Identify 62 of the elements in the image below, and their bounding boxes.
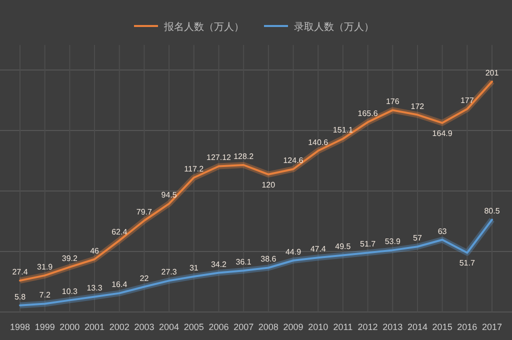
data-label: 63	[438, 226, 448, 236]
x-tick-label: 2014	[407, 322, 428, 332]
legend-label: 报名人数（万人）	[163, 21, 244, 33]
data-label: 127.12	[206, 153, 232, 162]
x-tick-label: 2005	[184, 322, 204, 332]
data-label: 27.3	[161, 268, 178, 277]
data-label: 51.7	[360, 240, 376, 249]
data-label: 201	[485, 68, 500, 78]
x-tick-label: 2015	[432, 322, 452, 332]
data-label: 165.6	[358, 109, 378, 118]
x-tick-label: 2008	[258, 322, 278, 332]
x-tick-label: 1999	[34, 322, 55, 332]
data-label: 177	[460, 96, 474, 106]
data-label: 53.9	[384, 237, 401, 246]
x-tick-label: 2009	[283, 322, 304, 332]
x-tick-label: 1998	[10, 322, 30, 332]
data-label: 172	[410, 102, 425, 111]
legend-label: 录取人数（万人）	[294, 22, 374, 33]
data-label: 13.3	[86, 284, 103, 293]
data-label: 34.2	[210, 260, 228, 269]
x-tick-label: 2004	[159, 322, 180, 332]
data-label: 47.4	[310, 244, 326, 254]
data-label: 57	[413, 234, 422, 243]
data-label: 128.2	[234, 152, 254, 161]
data-label: 124.6	[283, 156, 304, 166]
data-label: 22	[140, 274, 150, 283]
data-label: 27.4	[12, 268, 28, 277]
x-tick-label: 2002	[109, 322, 130, 332]
data-label: 49.5	[335, 242, 352, 252]
data-label: 164.9	[432, 128, 453, 138]
x-tick-label: 2017	[482, 322, 502, 332]
data-label: 94.5	[161, 190, 178, 200]
x-tick-label: 2003	[134, 322, 154, 332]
data-label: 120	[262, 180, 276, 190]
x-tick-label: 2007	[234, 322, 254, 332]
x-tick-label: 2011	[333, 322, 353, 332]
data-label: 36.1	[236, 258, 252, 267]
data-label: 44.9	[285, 248, 302, 257]
data-label: 5.8	[14, 292, 26, 302]
data-label: 7.2	[39, 290, 51, 300]
data-label: 151.1	[332, 126, 354, 135]
data-label: 140.6	[308, 138, 329, 147]
data-label: 46	[90, 246, 100, 256]
data-label: 39.2	[62, 254, 78, 264]
data-label: 176	[386, 97, 400, 106]
data-label: 51.7	[459, 258, 476, 268]
x-tick-label: 2012	[358, 322, 378, 332]
data-label: 79.7	[136, 208, 153, 217]
x-tick-label: 2016	[457, 322, 478, 332]
x-tick-label: 2001	[84, 322, 105, 332]
x-tick-label: 2013	[382, 322, 403, 332]
data-label: 80.5	[484, 206, 500, 216]
data-label: 31	[189, 263, 199, 272]
data-label: 10.3	[62, 287, 78, 296]
x-tick-label: 2010	[308, 322, 328, 332]
data-label: 16.4	[112, 280, 128, 290]
data-label: 31.9	[37, 262, 54, 272]
data-label: 117.2	[184, 164, 204, 174]
data-label: 38.6	[260, 254, 277, 264]
x-tick-label: 2006	[208, 322, 229, 332]
data-label: 62.4	[112, 227, 128, 236]
x-tick-label: 2000	[60, 322, 80, 332]
